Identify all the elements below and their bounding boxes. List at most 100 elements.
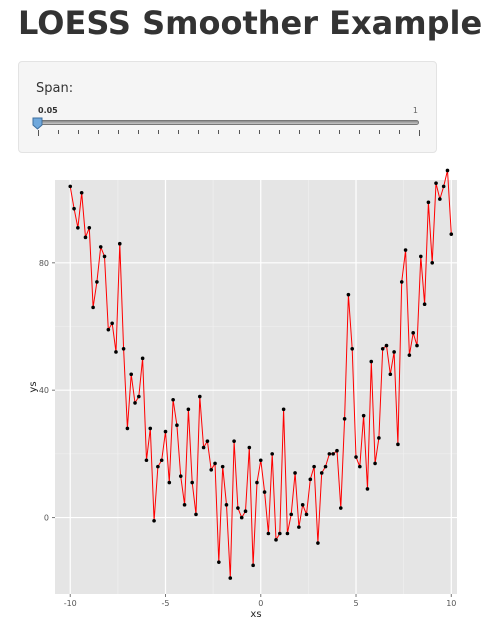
data-point — [266, 531, 271, 536]
data-point — [239, 515, 244, 520]
data-point — [220, 464, 225, 469]
data-point — [319, 471, 324, 475]
data-point — [72, 206, 76, 211]
data-point — [156, 464, 160, 469]
data-point — [117, 241, 122, 246]
slider-tick — [118, 130, 120, 134]
data-point — [76, 225, 80, 230]
data-point — [182, 503, 187, 507]
data-point — [300, 503, 305, 507]
data-point — [129, 372, 134, 377]
x-axis-title: xs — [250, 609, 261, 620]
data-point — [323, 464, 328, 469]
slider-tick — [78, 130, 80, 134]
data-point — [152, 518, 156, 523]
data-point — [144, 458, 149, 463]
slider-tick — [158, 130, 160, 134]
data-point — [262, 490, 267, 494]
data-point — [316, 541, 320, 545]
data-point — [224, 503, 229, 507]
slider-tick — [338, 130, 340, 134]
slider-tick — [198, 130, 200, 134]
slider-tick — [358, 130, 360, 134]
data-point — [430, 261, 435, 265]
slider-tick — [258, 130, 260, 134]
slider-tick — [58, 130, 60, 134]
x-tick-label: 10 — [446, 599, 456, 608]
data-point — [403, 248, 408, 252]
slider-min-label: 0.05 — [38, 106, 58, 115]
data-point — [213, 461, 217, 466]
data-point — [125, 426, 130, 431]
data-point — [197, 394, 202, 399]
slider-tick — [218, 130, 220, 134]
slider-tick — [178, 130, 180, 134]
x-tick-label: 5 — [353, 599, 358, 608]
data-point — [411, 331, 415, 335]
data-point — [335, 448, 339, 453]
data-point — [159, 458, 164, 463]
data-point — [285, 531, 290, 536]
y-axis-title: ys — [28, 381, 39, 392]
data-point — [194, 512, 198, 517]
x-tick-label: 0 — [258, 599, 263, 608]
y-tick-label: 80 — [39, 259, 49, 268]
data-point — [354, 455, 358, 459]
data-point — [137, 394, 141, 399]
data-point — [87, 225, 92, 230]
data-point — [407, 353, 412, 357]
data-point — [236, 506, 240, 510]
data-point — [441, 184, 446, 189]
data-point — [167, 480, 172, 485]
data-point — [255, 480, 259, 485]
data-point — [228, 576, 233, 580]
data-point — [106, 327, 111, 332]
data-point — [209, 468, 214, 472]
data-point — [358, 464, 362, 469]
data-point — [415, 343, 419, 348]
data-point — [133, 401, 137, 405]
data-point — [380, 346, 385, 351]
data-point — [342, 417, 347, 421]
data-point — [110, 321, 114, 326]
data-point — [148, 426, 153, 431]
data-point — [422, 302, 427, 307]
data-point — [79, 190, 84, 195]
slider-max-label: 1 — [412, 106, 418, 115]
data-point — [278, 531, 282, 536]
data-point — [384, 343, 389, 348]
data-point — [121, 346, 126, 351]
data-point — [140, 356, 145, 361]
data-point — [102, 254, 107, 259]
data-point — [338, 506, 343, 510]
data-point — [308, 477, 313, 482]
data-point — [83, 235, 88, 240]
data-point — [392, 350, 396, 354]
data-point — [399, 280, 404, 284]
plot-panel — [55, 180, 457, 594]
data-point — [426, 200, 431, 205]
data-point — [175, 423, 179, 428]
data-point — [243, 509, 248, 513]
data-point — [304, 512, 309, 517]
data-point — [205, 439, 210, 443]
slider-tick — [318, 130, 320, 134]
data-point — [449, 232, 454, 236]
data-point — [293, 471, 297, 475]
slider-tick — [378, 130, 380, 134]
span-control-panel: Span: 0.05 1 — [18, 61, 437, 153]
data-point — [251, 563, 255, 568]
span-slider-handle[interactable] — [32, 117, 43, 130]
x-tick-label: -5 — [162, 599, 170, 608]
data-point — [361, 413, 366, 418]
x-tick-label: -10 — [64, 599, 77, 608]
data-point — [247, 445, 252, 450]
data-point — [327, 452, 332, 456]
slider-tick — [298, 130, 300, 134]
y-tick-label: 40 — [39, 386, 49, 395]
data-point — [217, 560, 221, 564]
data-point — [377, 436, 381, 440]
slider-tick — [238, 130, 240, 134]
slider-tick — [98, 130, 100, 134]
data-point — [190, 480, 194, 485]
